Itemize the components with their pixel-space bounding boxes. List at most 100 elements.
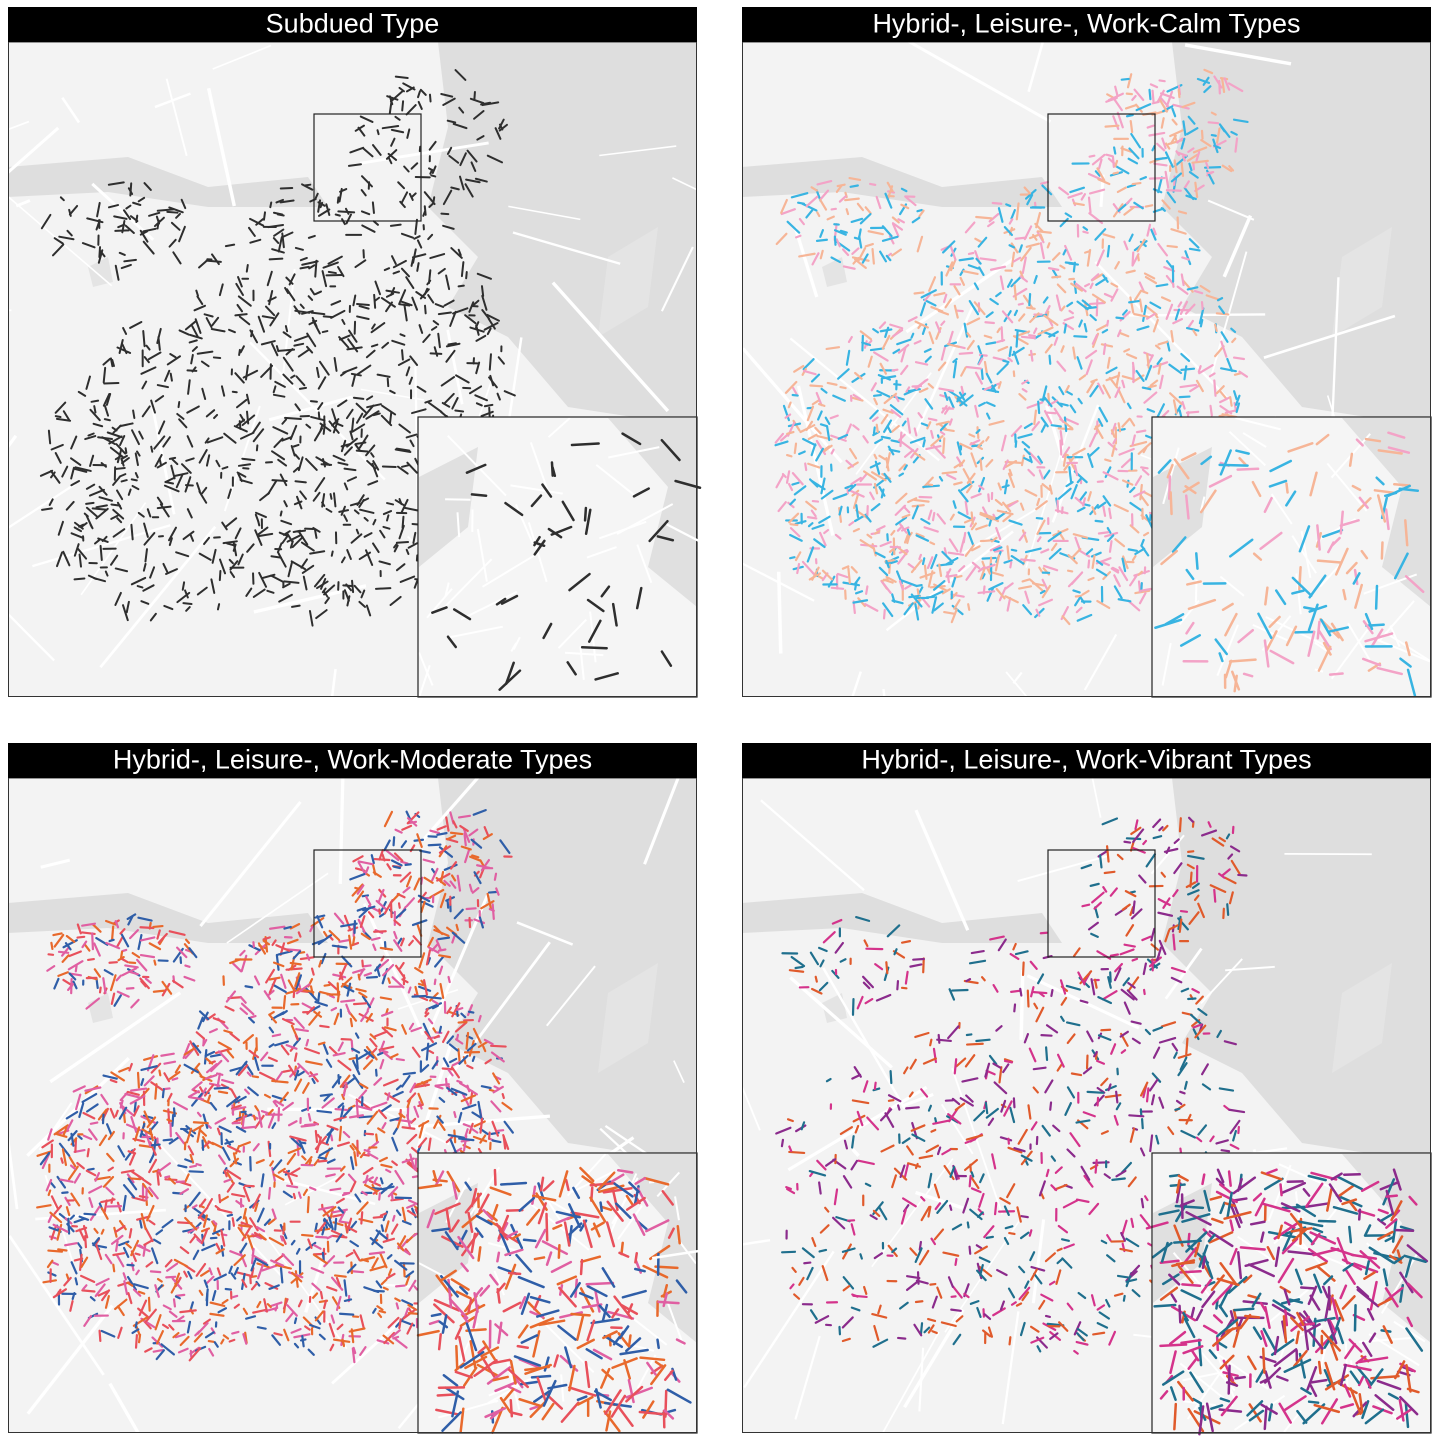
street-segment	[987, 221, 995, 228]
street-segment	[59, 1178, 74, 1183]
street-segment	[401, 824, 413, 831]
street-segment	[1018, 313, 1026, 322]
street-segment	[137, 511, 145, 518]
street-segment	[1106, 93, 1115, 99]
road	[760, 799, 865, 892]
street-segment	[273, 437, 284, 449]
street-segment	[1399, 657, 1412, 668]
street-segment	[394, 1297, 401, 1302]
street-segment	[1152, 818, 1162, 829]
street-segment	[558, 1286, 577, 1308]
street-segment	[1113, 503, 1129, 513]
street-segment	[132, 409, 136, 420]
street-segment	[964, 500, 969, 516]
street-segment	[1040, 416, 1049, 428]
street-segment	[511, 1233, 522, 1241]
street-segment	[431, 1227, 450, 1233]
road	[407, 1114, 551, 1130]
street-segment	[77, 1134, 83, 1140]
street-segment	[568, 1386, 597, 1397]
street-segment	[850, 566, 858, 574]
street-segment	[427, 1137, 432, 1151]
street-segment	[349, 1180, 357, 1193]
street-segment	[251, 1075, 260, 1079]
street-segment	[229, 1032, 241, 1042]
street-segment	[1404, 519, 1409, 547]
street-segment	[446, 146, 453, 155]
street-segment	[806, 546, 815, 563]
street-segment	[236, 471, 247, 478]
street-segment	[1085, 359, 1093, 376]
street-segment	[1177, 88, 1181, 99]
street-segment	[1200, 138, 1212, 148]
street-segment	[311, 1292, 319, 1299]
street-segment	[1154, 618, 1183, 630]
street-segment	[218, 1193, 222, 1204]
street-segment	[281, 231, 294, 239]
street-segment	[360, 589, 366, 599]
street-segment	[1158, 79, 1166, 83]
street-segment	[950, 608, 958, 624]
street-segment	[1129, 418, 1136, 427]
street-segment	[396, 1242, 405, 1252]
street-segment	[566, 661, 577, 676]
street-segment	[1008, 468, 1013, 477]
street-segment	[49, 469, 61, 484]
road	[604, 1124, 649, 1156]
street-segment	[1010, 548, 1018, 552]
street-segment	[372, 460, 380, 471]
street-segment	[952, 500, 957, 509]
street-segment	[479, 1284, 491, 1297]
street-segment	[252, 1114, 257, 1121]
street-segment	[224, 243, 236, 248]
street-segment	[309, 198, 317, 203]
street-segment	[443, 392, 455, 405]
street-segment	[807, 433, 818, 441]
street-segment	[172, 251, 182, 265]
street-segment	[657, 1300, 680, 1305]
street-segment	[76, 923, 82, 935]
street-segment	[317, 208, 331, 217]
street-segment	[249, 217, 265, 227]
street-segment	[852, 393, 862, 401]
street-segment	[385, 292, 395, 298]
street-segment	[372, 518, 377, 526]
street-segment	[914, 320, 929, 329]
road	[944, 1216, 1023, 1333]
street-segment	[411, 919, 428, 927]
street-segment	[301, 564, 315, 574]
street-segment	[967, 531, 975, 546]
street-segment	[1328, 672, 1344, 676]
street-segment	[999, 275, 1005, 291]
street-segment	[891, 368, 899, 372]
street-segment	[302, 575, 308, 591]
street-segment	[1384, 508, 1390, 531]
street-segment	[1120, 77, 1130, 81]
street-segment	[1072, 202, 1085, 207]
street-segment	[1198, 307, 1205, 325]
street-segment	[405, 433, 418, 439]
street-segment	[83, 943, 91, 952]
street-segment	[1189, 384, 1201, 393]
street-segment	[1291, 576, 1313, 597]
street-segment	[1176, 137, 1184, 144]
street-segment	[864, 242, 874, 248]
street-segment	[1083, 1174, 1094, 1188]
street-segment	[1095, 298, 1099, 317]
street-segment	[149, 612, 157, 622]
street-segment	[1138, 298, 1144, 313]
street-segment	[228, 558, 234, 565]
street-segment	[1048, 354, 1052, 365]
street-segment	[450, 1219, 460, 1233]
street-segment	[1136, 238, 1146, 253]
street-segment	[1257, 612, 1273, 640]
street-segment	[1116, 853, 1124, 861]
street-segment	[285, 989, 300, 995]
street-segment	[379, 1049, 389, 1054]
street-segment	[76, 1161, 85, 1170]
street-segment	[375, 1280, 383, 1289]
street-segment	[390, 859, 403, 867]
street-segment	[621, 432, 642, 446]
street-segment	[1042, 469, 1051, 480]
street-segment	[282, 994, 287, 1010]
